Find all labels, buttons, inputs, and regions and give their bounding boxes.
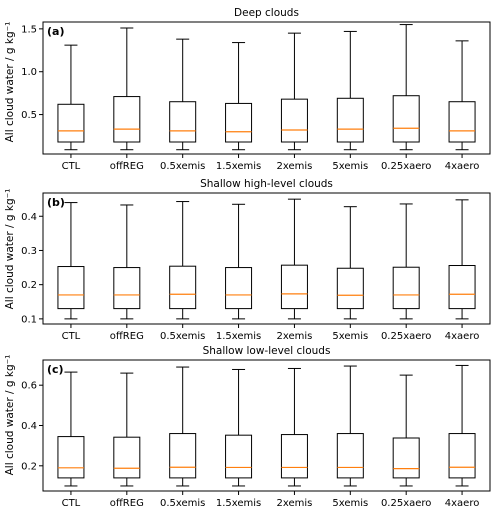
box-offREG xyxy=(113,204,141,320)
panel-3: Shallow low-level clouds (c) 0.2 0.4 0.6 CTL o… xyxy=(21,345,491,509)
y-tick-label: 0.1 xyxy=(21,314,37,325)
box-CTL xyxy=(57,44,85,151)
iqr-box xyxy=(448,101,476,143)
y-tick-label: 0.4 xyxy=(21,212,37,223)
box-2xemis xyxy=(280,367,308,487)
panel-label: (b) xyxy=(47,196,65,209)
iqr-box xyxy=(392,437,420,479)
box-0.5xemis xyxy=(169,38,197,151)
panel-title: Deep clouds xyxy=(234,7,299,19)
x-tick-label: 0.5xemis xyxy=(160,498,205,509)
axes-frame xyxy=(42,359,491,492)
y-tick-label: 1.0 xyxy=(21,67,37,78)
box-5xemis xyxy=(336,206,364,320)
box-4xaero xyxy=(448,364,476,487)
x-tick-label: 4xaero xyxy=(445,331,480,342)
box-5xemis xyxy=(336,30,364,151)
iqr-box xyxy=(225,267,253,310)
x-tick-label: 5xemis xyxy=(332,498,368,509)
box-1.5xemis xyxy=(225,203,253,320)
iqr-box xyxy=(448,265,476,310)
box-CTL xyxy=(57,371,85,487)
iqr-box xyxy=(113,96,141,143)
box-1.5xemis xyxy=(225,42,253,151)
axes-frame xyxy=(42,21,491,155)
x-tick-label: offREG xyxy=(110,161,144,172)
iqr-box xyxy=(280,434,308,479)
box-offREG xyxy=(113,27,141,151)
x-tick-label: offREG xyxy=(110,498,144,509)
iqr-box xyxy=(336,433,364,479)
x-tick-label: 4xaero xyxy=(445,498,480,509)
panel-2: Shallow high-level clouds (b) 0.1 0.2 0.3 0.4… xyxy=(21,178,491,342)
y-tick-label: 0.2 xyxy=(21,461,37,472)
iqr-box xyxy=(336,267,364,310)
y-axis-label-middle: All cloud water / g kg⁻¹ xyxy=(4,189,16,310)
iqr-box xyxy=(280,264,308,310)
x-tick-label: 1.5xemis xyxy=(216,331,261,342)
x-tick-label: 5xemis xyxy=(332,331,368,342)
x-tick-label: 4xaero xyxy=(445,161,480,172)
y-axis-label-bottom: All cloud water / g kg⁻¹ xyxy=(4,355,16,476)
panel-label: (a) xyxy=(47,25,64,38)
iqr-box xyxy=(169,265,197,310)
x-tick-label: offREG xyxy=(110,331,144,342)
x-tick-label: 1.5xemis xyxy=(216,161,261,172)
box-1.5xemis xyxy=(225,368,253,487)
box-0.25xaero xyxy=(392,374,420,487)
iqr-box xyxy=(57,266,85,310)
iqr-box xyxy=(169,101,197,143)
iqr-box xyxy=(57,436,85,479)
y-tick-label: 0.6 xyxy=(21,381,37,392)
x-tick-label: 2xemis xyxy=(277,161,313,172)
y-tick-label: 0.4 xyxy=(21,421,37,432)
x-tick-label: CTL xyxy=(62,161,81,172)
x-tick-label: 1.5xemis xyxy=(216,498,261,509)
y-tick-label: 0.3 xyxy=(21,246,37,257)
iqr-box xyxy=(336,97,364,143)
y-tick-label: 1.5 xyxy=(21,24,37,35)
axes-frame xyxy=(42,192,491,325)
x-tick-label: CTL xyxy=(62,498,81,509)
panel-title: Shallow low-level clouds xyxy=(203,345,331,357)
iqr-box xyxy=(392,266,420,310)
iqr-box xyxy=(113,436,141,479)
panel-title: Shallow high-level clouds xyxy=(200,178,333,190)
x-tick-label: CTL xyxy=(62,331,81,342)
x-tick-label: 0.25xaero xyxy=(381,331,431,342)
iqr-box xyxy=(392,95,420,143)
iqr-box xyxy=(448,433,476,479)
box-CTL xyxy=(57,202,85,320)
box-2xemis xyxy=(280,198,308,320)
panels-group: Deep clouds (a) 0.5 1.0 1.5 CTL offREG 0.5xemis… xyxy=(21,7,491,509)
y-axis-label-top: All cloud water / g kg⁻¹ xyxy=(4,22,16,143)
x-tick-label: 0.25xaero xyxy=(381,161,431,172)
iqr-box xyxy=(169,433,197,479)
y-tick-label: 0.2 xyxy=(21,280,37,291)
box-4xaero xyxy=(448,40,476,151)
x-tick-label: 0.5xemis xyxy=(160,331,205,342)
iqr-box xyxy=(280,98,308,143)
x-tick-label: 0.25xaero xyxy=(381,498,431,509)
x-tick-label: 0.5xemis xyxy=(160,161,205,172)
iqr-box xyxy=(57,103,85,143)
x-tick-label: 2xemis xyxy=(277,498,313,509)
y-tick-label: 0.5 xyxy=(21,110,37,121)
box-0.5xemis xyxy=(169,366,197,487)
iqr-box xyxy=(225,102,253,143)
panel-1: Deep clouds (a) 0.5 1.0 1.5 CTL offREG 0.5xemis… xyxy=(21,7,491,172)
box-2xemis xyxy=(280,32,308,151)
x-tick-label: 2xemis xyxy=(277,331,313,342)
box-5xemis xyxy=(336,365,364,487)
box-0.5xemis xyxy=(169,201,197,320)
iqr-box xyxy=(113,267,141,310)
x-tick-label: 5xemis xyxy=(332,161,368,172)
box-0.25xaero xyxy=(392,203,420,320)
box-4xaero xyxy=(448,199,476,320)
iqr-box xyxy=(225,434,253,479)
panel-label: (c) xyxy=(47,363,64,376)
box-0.25xaero xyxy=(392,24,420,151)
box-offREG xyxy=(113,372,141,487)
